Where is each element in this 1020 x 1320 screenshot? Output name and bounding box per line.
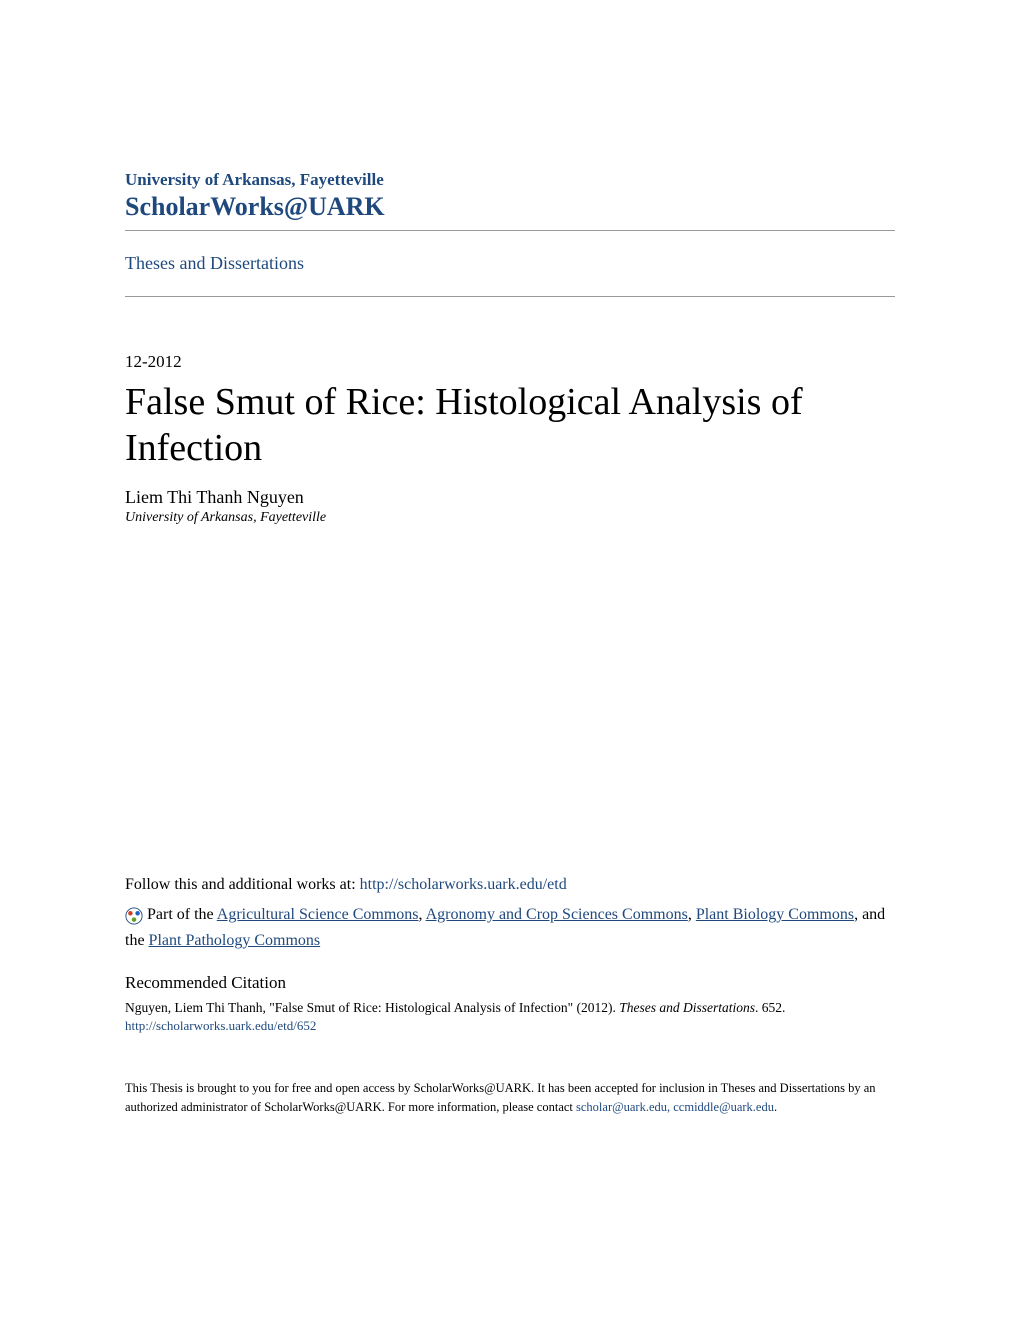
follow-prefix: Follow this and additional works at: [125,876,360,893]
commons-link-3[interactable]: Plant Biology Commons [696,906,854,923]
citation-series: Theses and Dissertations [619,1000,755,1015]
follow-url-link[interactable]: http://scholarworks.uark.edu/etd [360,876,567,893]
divider-bottom [125,296,895,297]
citation-heading: Recommended Citation [125,973,895,993]
commons-prefix: Part of the [147,906,217,923]
scholarworks-link[interactable]: ScholarWorks@UARK [125,192,385,221]
network-icon [125,907,143,925]
publication-date: 12-2012 [125,352,895,372]
collection-link[interactable]: Theses and Dissertations [125,253,304,273]
footer-contact-link[interactable]: scholar@uark.edu, ccmiddle@uark.edu [576,1100,774,1114]
citation-url-link[interactable]: http://scholarworks.uark.edu/etd/652 [125,1018,316,1033]
commons-link-1[interactable]: Agricultural Science Commons [217,906,419,923]
citation-link-wrapper: http://scholarworks.uark.edu/etd/652 [125,1018,895,1034]
footer-note: This Thesis is brought to you for free a… [125,1079,895,1117]
scholarworks-title: ScholarWorks@UARK [125,192,895,222]
commons-link-2[interactable]: Agronomy and Crop Sciences Commons [426,906,688,923]
document-title: False Smut of Rice: Histological Analysi… [125,380,895,471]
divider-top [125,230,895,231]
follow-section: Follow this and additional works at: htt… [125,876,895,894]
citation-text: Nguyen, Liem Thi Thanh, "False Smut of R… [125,999,895,1018]
commons-sep-1: , [419,906,426,923]
commons-section: Part of the Agricultural Science Commons… [125,902,895,953]
author-name: Liem Thi Thanh Nguyen [125,487,895,508]
commons-link-4[interactable]: Plant Pathology Commons [149,932,321,949]
footer-text-after: . [774,1100,777,1114]
commons-sep-2: , [688,906,696,923]
collection-section: Theses and Dissertations [125,253,895,274]
citation-number: . 652. [755,1000,785,1015]
university-name: University of Arkansas, Fayetteville [125,170,895,190]
author-affiliation: University of Arkansas, Fayetteville [125,510,895,526]
citation-author-part: Nguyen, Liem Thi Thanh, "False Smut of R… [125,1000,619,1015]
document-page: University of Arkansas, Fayetteville Sch… [0,0,1020,1177]
